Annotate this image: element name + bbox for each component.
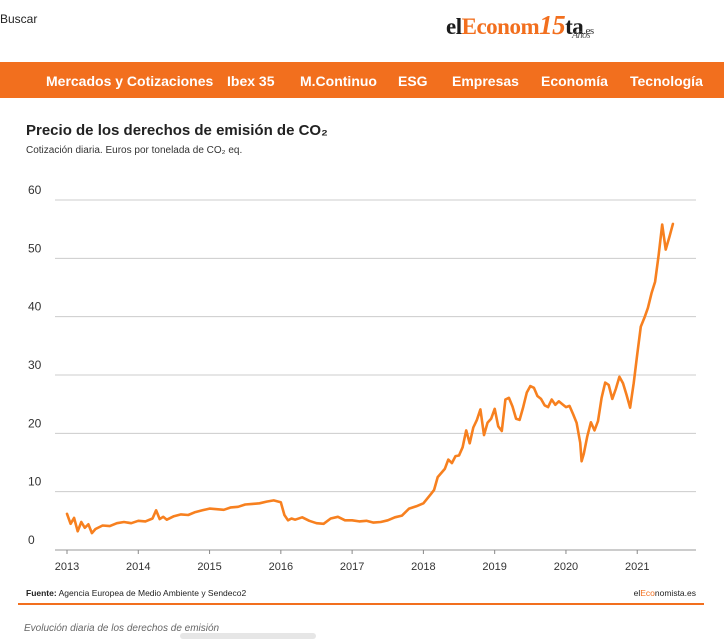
y-tick-label: 50: [28, 241, 42, 255]
series-line: [65, 222, 675, 535]
co2-price-chart: 0 10 20 30 40 50 60 2013 2014 2015 2016 2017 2018 201…: [28, 183, 696, 573]
main-nav: Mercados y Cotizaciones Ibex 35 M.Contin…: [0, 62, 724, 98]
y-tick-label: 0: [28, 533, 35, 547]
y-tick-label: 20: [28, 416, 42, 430]
site-logo[interactable]: elEconom15ta.es Años: [446, 10, 594, 41]
chart-brand: elEconomista.es: [633, 588, 696, 598]
bottom-divider: [18, 603, 704, 605]
x-tick-label: 2014: [126, 561, 150, 573]
y-tick-label: 60: [28, 183, 42, 197]
nav-item-mcontinuo[interactable]: M.Continuo: [300, 73, 377, 89]
x-tick-label: 2021: [625, 561, 649, 573]
chart-card: [0, 98, 724, 616]
search-link[interactable]: Buscar: [0, 12, 38, 26]
nav-item-mercados[interactable]: Mercados y Cotizaciones: [46, 73, 214, 89]
y-tick-label: 30: [28, 358, 42, 372]
nav-item-economia[interactable]: Economía: [541, 73, 608, 89]
y-tick-label: 10: [28, 475, 42, 489]
top-header: Buscar elEconom15ta.es Años: [0, 0, 724, 62]
x-tick-label: 2013: [55, 561, 79, 573]
nav-item-ibex35[interactable]: Ibex 35: [227, 73, 275, 89]
chart-source: Fuente: Agencia Europea de Medio Ambient…: [26, 588, 247, 598]
image-caption: Evolución diaria de los derechos de emis…: [24, 623, 220, 634]
x-tick-label: 2015: [197, 561, 221, 573]
chart-subtitle: Cotización diaria. Euros por tonelada de…: [26, 145, 243, 156]
x-tick-label: 2020: [554, 561, 578, 573]
horizontal-scrollbar[interactable]: [180, 633, 316, 639]
nav-item-tecnologia[interactable]: Tecnología: [630, 73, 703, 89]
nav-item-esg[interactable]: ESG: [398, 73, 428, 89]
x-tick-label: 2017: [340, 561, 364, 573]
y-tick-label: 40: [28, 300, 42, 314]
chart-title: Precio de los derechos de emisión de CO₂: [26, 122, 328, 139]
x-tick-label: 2016: [269, 561, 293, 573]
x-tick-label: 2019: [482, 561, 506, 573]
x-tick-label: 2018: [411, 561, 435, 573]
nav-item-empresas[interactable]: Empresas: [452, 73, 519, 89]
